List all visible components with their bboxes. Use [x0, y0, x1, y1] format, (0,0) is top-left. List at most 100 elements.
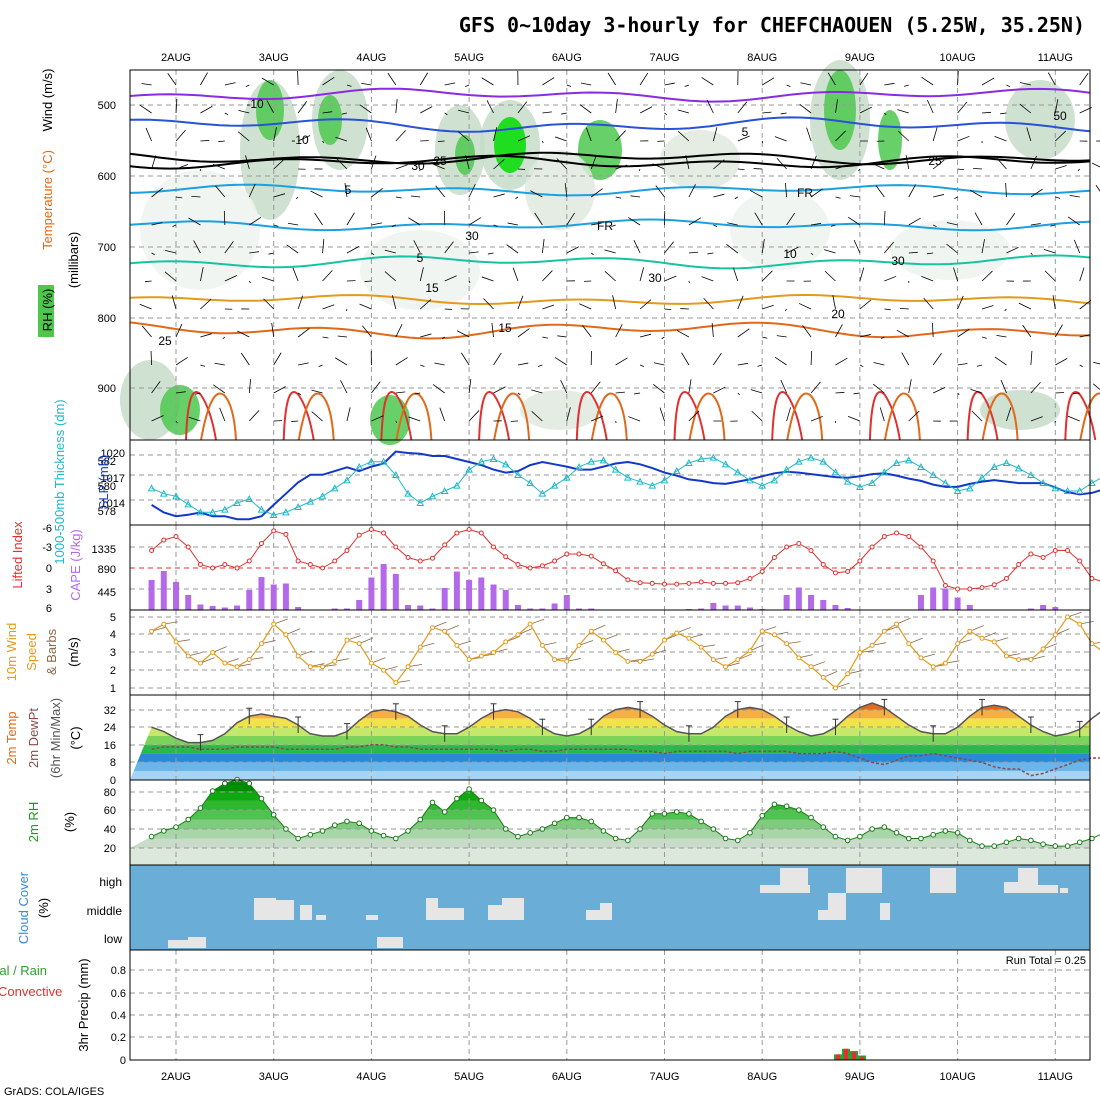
- thickness-point: [257, 505, 266, 513]
- wind-barb: [859, 364, 864, 368]
- wind-barb: [677, 131, 690, 142]
- rh-point: [673, 809, 680, 815]
- wind-barb: [224, 275, 237, 282]
- temperature-axis-label: 2m DewPt: [26, 708, 41, 768]
- contour-label: 25: [158, 334, 172, 348]
- cape-bar: [392, 574, 399, 610]
- wind-barb: [486, 100, 494, 114]
- wind-speed-point: [735, 657, 741, 663]
- rh-point: [466, 786, 472, 792]
- precip-total-label: Total / Rain: [0, 963, 47, 978]
- wind-barb: [615, 357, 628, 366]
- wind-barb: [1073, 392, 1080, 395]
- lifted-index-point: [344, 548, 350, 553]
- temperature-contour: [129, 87, 1091, 103]
- contour-label: 20: [831, 307, 845, 321]
- surface-temp-contour: [786, 392, 824, 441]
- rh-point: [222, 780, 228, 787]
- lifted-index-point: [320, 565, 326, 571]
- wind-barb: [859, 299, 872, 310]
- wind-barb: [880, 336, 885, 340]
- wind-barb: [175, 420, 178, 424]
- lifted-index-point: [625, 577, 631, 583]
- rh-point: [857, 833, 863, 840]
- wind-barb: [981, 111, 992, 114]
- thickness-point: [221, 505, 229, 513]
- wind-speed-point: [588, 628, 594, 634]
- thickness-point: [697, 454, 705, 462]
- wind-barb: [141, 325, 152, 338]
- pressure-axis-label: (millibars): [66, 232, 81, 288]
- wind-speed-point: [576, 642, 582, 648]
- wind-barb: [273, 158, 285, 170]
- wind-barb: [171, 295, 177, 310]
- lifted-index-point: [735, 580, 741, 586]
- cape-bar: [783, 595, 790, 610]
- surface-temp-contour: [1079, 392, 1100, 441]
- cape-bar: [368, 577, 375, 610]
- wind-barb: [953, 267, 958, 282]
- wind-barb: [579, 303, 592, 310]
- wind-speed-point: [442, 628, 448, 634]
- cloud-block: [276, 900, 294, 920]
- rh-point: [918, 835, 924, 842]
- cloud-block: [426, 898, 438, 920]
- wind-barb: [151, 415, 164, 422]
- rh-point: [515, 833, 521, 840]
- rh-point: [1076, 839, 1083, 846]
- wind-barb: [932, 353, 942, 366]
- lifted-index-point: [1040, 555, 1046, 560]
- wind-barb: [652, 383, 665, 394]
- wind-barb: [1069, 194, 1080, 198]
- thickness-point: [733, 468, 742, 476]
- cape-bar: [246, 590, 253, 610]
- wind-barb: [167, 72, 177, 86]
- rh-point: [539, 826, 546, 832]
- wind-barb: [542, 111, 552, 114]
- lifted-index-point: [808, 548, 814, 553]
- cape-bar: [966, 605, 973, 610]
- wind-barb: [371, 155, 377, 170]
- rh-point: [661, 811, 668, 817]
- wind-barb: [310, 190, 323, 198]
- temperature-line: [151, 702, 1100, 744]
- cape-bar: [539, 608, 546, 610]
- wind-barb: [297, 295, 304, 310]
- wind-barb: [737, 328, 750, 338]
- cloud-block: [1018, 868, 1038, 893]
- wind-barb: [340, 380, 348, 394]
- wind-barb: [1054, 99, 1059, 114]
- run-total-label: Run Total = 0.25: [1006, 955, 1086, 967]
- wind-barb: [847, 216, 861, 226]
- wind-barb: [981, 305, 994, 310]
- lifted-index-point: [246, 558, 252, 564]
- rh-point: [307, 831, 314, 838]
- rh-point: [331, 822, 338, 829]
- wind-speed-point: [649, 651, 655, 657]
- temperature-band: [130, 709, 1090, 719]
- date-label-top: 2AUG: [161, 52, 191, 64]
- cape-bar: [795, 587, 802, 610]
- rh-point: [1015, 835, 1022, 842]
- cloud-axis-label: (%): [36, 898, 51, 918]
- wind-barb: [590, 381, 601, 394]
- cape-bar: [197, 604, 204, 610]
- rh-point: [832, 833, 839, 840]
- wind-barb: [200, 72, 208, 86]
- wind-barb: [150, 350, 152, 366]
- wind-barb: [444, 275, 457, 282]
- date-label-bottom: 6AUG: [552, 1071, 582, 1083]
- wind-barb: [1093, 361, 1100, 365]
- rh-point: [405, 828, 411, 834]
- wind-speed-point: [1052, 632, 1058, 638]
- wind-barb: [762, 304, 774, 310]
- rh-point: [637, 826, 643, 832]
- wind-speed-point: [796, 655, 802, 661]
- wind-barb: [444, 112, 448, 116]
- wind-barb: [175, 323, 183, 338]
- wind-barb: [224, 82, 236, 86]
- wind-barb: [786, 84, 791, 87]
- wind-speed-point: [979, 635, 985, 641]
- wind-barb: [364, 280, 372, 282]
- cloud-level-label: high: [99, 875, 122, 889]
